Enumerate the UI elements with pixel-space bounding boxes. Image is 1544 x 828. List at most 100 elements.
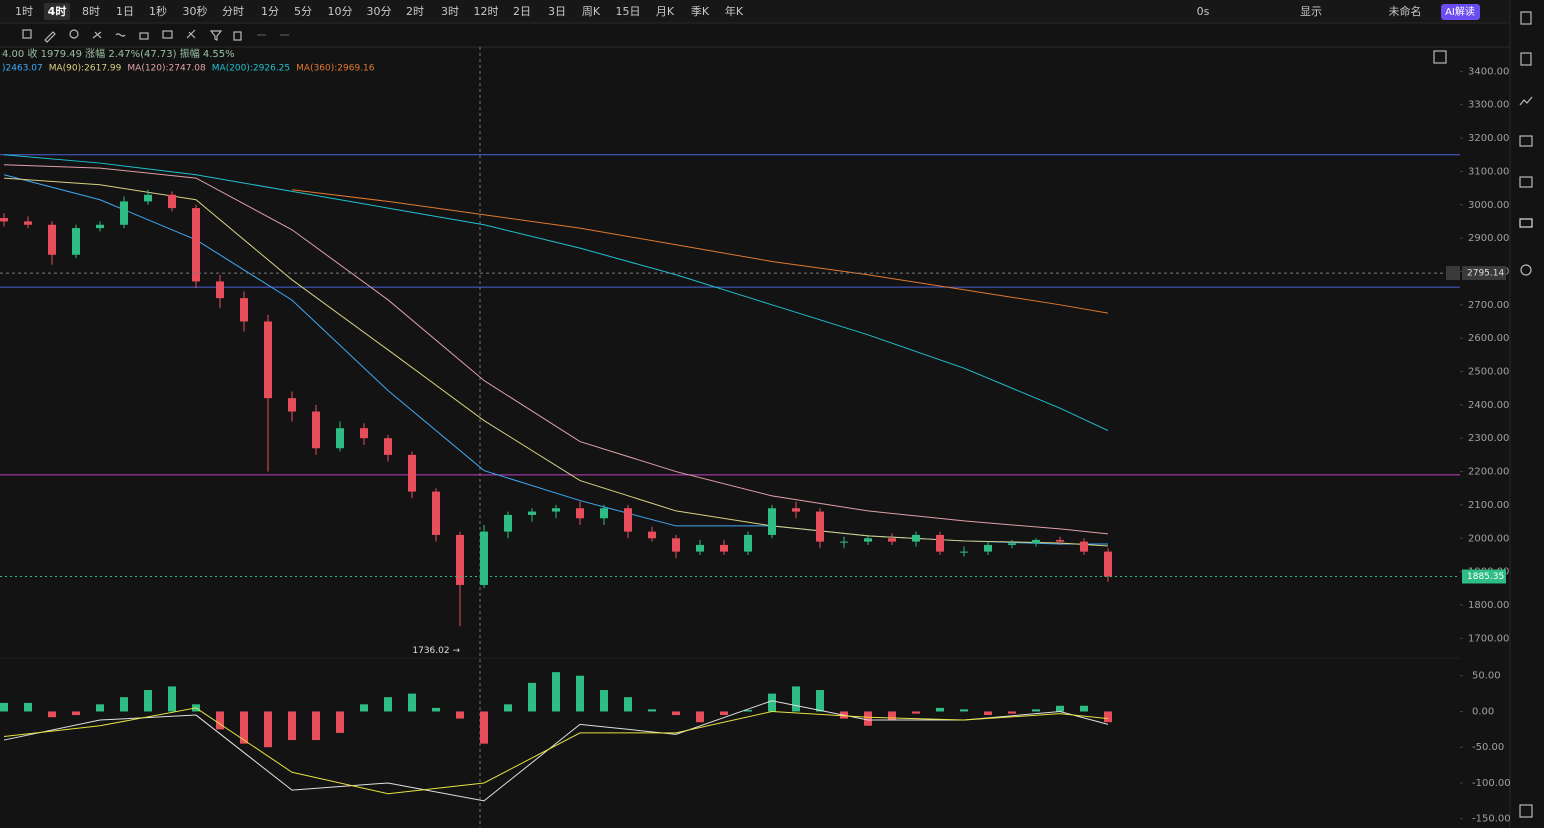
candle-body — [1104, 551, 1112, 577]
candle-body — [192, 208, 200, 282]
ma-legend: )2463.07 — [2, 64, 43, 74]
interval-button[interactable]: 30分 — [367, 5, 392, 18]
y-tick-label: 50.00 — [1472, 671, 1501, 682]
macd-bar — [240, 711, 248, 744]
interval-button[interactable]: 年K — [725, 4, 744, 18]
candle-body — [312, 411, 320, 449]
macd-bar — [576, 675, 584, 712]
macd-bar — [936, 707, 944, 712]
candle-body — [1008, 543, 1016, 545]
interval-button[interactable]: 分时 — [222, 5, 244, 18]
macd-bar — [48, 711, 56, 718]
interval-bar — [0, 0, 1510, 23]
toolbar-button[interactable]: 未命名 — [1389, 4, 1422, 18]
candle-body — [288, 398, 296, 412]
interval-button[interactable]: 3时 — [441, 5, 459, 18]
low-annotation: 1736.02 → — [412, 646, 460, 656]
interval-button[interactable]: 3日 — [548, 5, 566, 18]
toolbar-button[interactable]: 显示 — [1300, 5, 1322, 18]
y-tick-label: 2600.00 — [1468, 333, 1509, 344]
interval-button[interactable]: 10分 — [328, 5, 353, 18]
macd-bar — [624, 697, 632, 712]
ma-legend: MA(120):2747.08 — [127, 64, 206, 74]
y-tick-label: 0.00 — [1472, 706, 1494, 717]
moving-average — [3, 164, 1109, 535]
macd-bar — [1080, 705, 1088, 712]
macd-line — [3, 707, 1109, 795]
macd-bar — [744, 710, 752, 712]
macd-bar — [792, 686, 800, 712]
candle-body — [456, 534, 464, 585]
candle-body — [72, 228, 80, 255]
interval-button[interactable]: 1分 — [261, 5, 279, 18]
interval-button[interactable]: 15日 — [616, 5, 641, 18]
y-tick-label: -150.00 — [1472, 814, 1511, 825]
candle-body — [912, 534, 920, 542]
ma-legend: MA(90):2617.99 — [49, 64, 122, 74]
toolbar-button[interactable]: 0s — [1197, 5, 1210, 18]
macd-bar — [264, 711, 272, 748]
macd-bar — [600, 690, 608, 712]
interval-button[interactable]: 30秒 — [183, 4, 208, 18]
macd-bar — [216, 711, 224, 730]
interval-button[interactable]: 12时 — [474, 5, 499, 18]
candle-body — [96, 224, 104, 229]
candle-body — [624, 508, 632, 532]
candle-body — [432, 491, 440, 535]
y-tick-label: 3000.00 — [1468, 200, 1509, 211]
crosshair-add[interactable] — [1446, 266, 1460, 281]
toolbar-button[interactable]: AI解读 — [1445, 5, 1475, 18]
candle-body — [144, 194, 152, 202]
macd-bar — [456, 711, 464, 719]
candle-body — [576, 508, 584, 519]
candle-body — [936, 534, 944, 552]
interval-button[interactable]: 月K — [656, 5, 675, 18]
interval-button[interactable]: 周K — [582, 5, 601, 18]
candle-body — [480, 531, 488, 585]
macd-bar — [360, 704, 368, 712]
interval-button[interactable]: 1时 — [15, 5, 33, 18]
y-tick-label: 2200.00 — [1468, 467, 1509, 478]
y-tick-label: -50.00 — [1472, 742, 1504, 753]
candle-body — [264, 321, 272, 399]
macd-bar — [768, 693, 776, 712]
sidebar-icons[interactable] — [1519, 11, 1533, 818]
y-tick-label: 1800.00 — [1468, 600, 1509, 611]
candle-body — [1080, 541, 1088, 552]
interval-button[interactable]: 8时 — [82, 5, 100, 18]
expand-icon[interactable] — [1433, 50, 1447, 64]
candle-body — [984, 544, 992, 552]
y-tick-label: 3400.00 — [1468, 66, 1509, 77]
y-tick-label: 2300.00 — [1468, 433, 1509, 444]
interval-button[interactable]: 2时 — [406, 5, 424, 18]
candle-body — [24, 221, 32, 225]
candle-body — [216, 281, 224, 299]
candle-body — [336, 428, 344, 449]
drawing-tools[interactable] — [22, 29, 289, 43]
interval-button[interactable]: 4时 — [48, 4, 67, 18]
interval-button[interactable]: 2日 — [513, 5, 531, 18]
macd-bar — [312, 711, 320, 741]
candle-body — [504, 514, 512, 532]
interval-button[interactable]: 季K — [691, 5, 710, 18]
interval-button[interactable]: 5分 — [294, 5, 312, 18]
interval-button[interactable]: 1秒 — [149, 4, 167, 18]
y-tick-label: 2700.00 — [1468, 300, 1509, 311]
crosshair-price: 2795.14 — [1467, 269, 1504, 279]
y-tick-label: 3200.00 — [1468, 133, 1509, 144]
macd-bar — [408, 693, 416, 712]
candle-body — [120, 201, 128, 225]
macd-bar — [168, 686, 176, 712]
candle-body — [864, 538, 872, 542]
macd-bar — [816, 690, 824, 712]
macd-bar — [912, 711, 920, 714]
macd-bar — [984, 711, 992, 716]
macd-bar — [1008, 711, 1016, 714]
interval-button[interactable]: 1日 — [116, 5, 134, 18]
y-tick-label: 3100.00 — [1468, 166, 1509, 177]
candle-body — [384, 438, 392, 455]
macd-bar — [1032, 709, 1040, 712]
y-tick-label: 2500.00 — [1468, 367, 1509, 378]
macd-bar — [72, 711, 80, 716]
macd-bar — [120, 697, 128, 712]
